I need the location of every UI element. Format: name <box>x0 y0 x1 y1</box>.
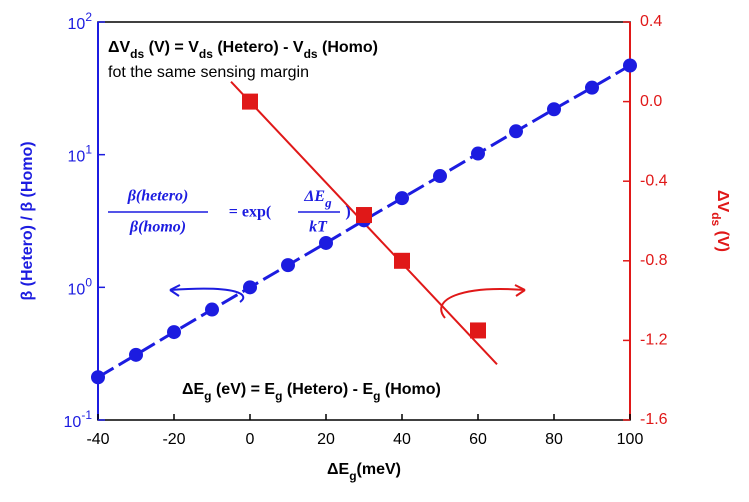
arrow-head <box>514 284 526 297</box>
formula-part: g <box>324 195 332 210</box>
y2-tick-label: -1.6 <box>640 411 668 428</box>
annotation-part: (Hetero) - E <box>282 381 373 398</box>
point <box>167 325 181 340</box>
annotation-part: (eV) = E <box>212 381 276 398</box>
y-tick-exp: 2 <box>85 10 92 24</box>
y-tick-base: 10 <box>68 16 86 33</box>
x-tick-label: -40 <box>86 431 109 448</box>
formula-part: ΔE <box>303 188 325 205</box>
annotation-part: g <box>275 389 282 403</box>
annotation-part: ΔV <box>108 39 131 56</box>
y2-tick-label: -0.4 <box>640 172 668 189</box>
point <box>623 58 637 73</box>
point <box>319 235 333 250</box>
y-tick-label: 101 <box>68 143 93 166</box>
formula-num: β(hetero) <box>127 188 189 205</box>
x-tick-label: 40 <box>393 431 411 448</box>
x-tick-label: 60 <box>469 431 487 448</box>
x-axis-label-part: g <box>349 469 356 483</box>
x-axis-label: ΔEg(meV) <box>327 461 401 483</box>
annotation-part: (Homo) <box>380 381 440 398</box>
formula-rnum: ΔEg <box>303 188 332 211</box>
y-tick-base: 10 <box>64 414 82 431</box>
y2-tick-label: 0.4 <box>640 13 662 30</box>
formula-mid: = exp( <box>229 204 271 221</box>
series-line <box>97 64 631 379</box>
y-tick-label: 10-1 <box>64 408 93 431</box>
y2-axis-label-part: ΔV <box>714 190 731 213</box>
annotation: ΔEg (eV) = Eg (Hetero) - Eg (Homo) <box>182 381 441 403</box>
formula-end: ) <box>345 204 350 221</box>
x-tick-label: 80 <box>545 431 563 448</box>
y-tick-exp: -1 <box>81 408 92 422</box>
point <box>509 124 523 139</box>
arrow-head <box>169 284 181 297</box>
y2-axis-label-part: (V) <box>714 226 731 252</box>
x-tick-label: -20 <box>162 431 185 448</box>
point <box>394 252 410 269</box>
y2-axis-label-part: ds <box>709 212 723 226</box>
point <box>433 169 447 184</box>
point <box>91 370 105 385</box>
x-axis-label-part: ΔE <box>327 461 350 478</box>
y-axis-label: β (Hetero) / β (Homo) <box>19 141 36 300</box>
point <box>243 280 257 295</box>
formula-rden: kT <box>309 219 328 236</box>
annotation-part: ΔE <box>182 381 205 398</box>
point <box>547 102 561 117</box>
y-tick-base: 10 <box>68 282 86 299</box>
point <box>281 258 295 273</box>
annotation-part: (Hetero) - V <box>213 39 304 56</box>
y2-tick-label: 0.0 <box>640 93 662 110</box>
arrow <box>169 287 245 303</box>
annotation-part: (Homo) <box>318 39 378 56</box>
point <box>356 207 372 224</box>
y-tick-label: 100 <box>68 276 93 299</box>
annotation: ΔVds (V) = Vds (Hetero) - Vds (Homo) <box>108 39 378 61</box>
y-tick-exp: 1 <box>85 143 92 157</box>
y2-tick-label: -1.2 <box>640 332 668 349</box>
y2-axis-label: ΔVds (V) <box>709 190 731 252</box>
y-tick-exp: 0 <box>85 276 92 290</box>
annotation-part: ds <box>130 47 144 61</box>
point <box>129 347 143 362</box>
annotation-part: g <box>373 389 380 403</box>
point <box>242 93 258 110</box>
annotation-part: g <box>204 389 211 403</box>
point <box>395 191 409 206</box>
x-tick-label: 100 <box>617 431 644 448</box>
point <box>470 322 486 339</box>
y-tick-base: 10 <box>68 149 86 166</box>
annotation-part: (V) = V <box>144 39 199 56</box>
point <box>205 302 219 317</box>
annotation-part: ds <box>304 47 318 61</box>
formula-den: β(homo) <box>129 219 186 236</box>
arrow <box>440 288 526 319</box>
point <box>585 80 599 95</box>
x-tick-label: 20 <box>317 431 335 448</box>
annotation: fot the same sensing margin <box>108 64 309 81</box>
x-axis-label-part: (meV) <box>357 461 401 478</box>
y-tick-label: 102 <box>68 10 93 33</box>
annotation-part: ds <box>199 47 213 61</box>
x-tick-label: 0 <box>246 431 255 448</box>
point <box>471 146 485 161</box>
y2-tick-label: -0.8 <box>640 252 668 269</box>
